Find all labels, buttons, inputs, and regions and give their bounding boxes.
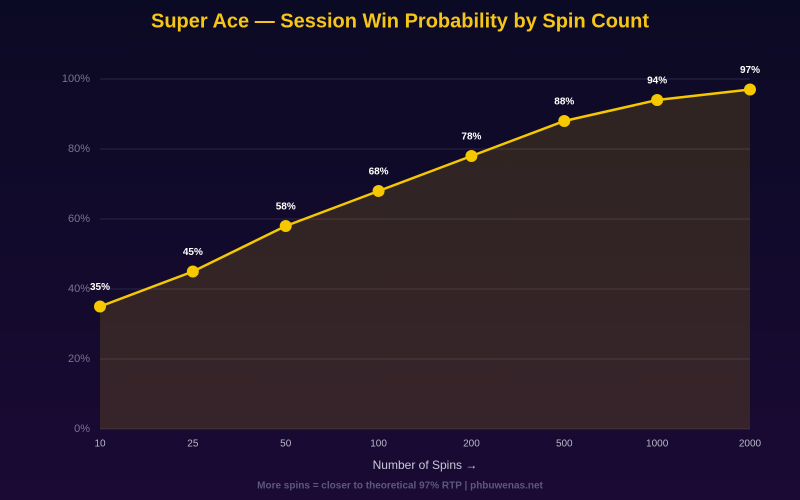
point	[279, 220, 292, 232]
area	[100, 89, 750, 429]
point	[94, 300, 106, 313]
x-tick-label: 50	[280, 439, 292, 450]
x-tick-label: 100	[370, 439, 387, 450]
y-tick-label: 0%	[74, 423, 90, 435]
value-label: 97%	[740, 65, 760, 76]
point	[465, 150, 478, 162]
chart-title: Super Ace — Session Win Probability by S…	[151, 10, 649, 32]
point	[372, 185, 385, 197]
point	[558, 115, 571, 127]
point	[744, 83, 756, 96]
point	[651, 94, 664, 106]
footnote: More spins = closer to theoretical 97% R…	[257, 481, 543, 492]
y-tick-label: 60%	[68, 213, 90, 225]
x-tick-label: 2000	[739, 439, 762, 450]
value-label: 88%	[554, 97, 574, 108]
y-tick-label: 80%	[68, 143, 90, 155]
value-label: 45%	[183, 247, 203, 258]
value-label: 58%	[276, 202, 296, 213]
x-tick-label: 10	[94, 439, 106, 450]
value-label: 68%	[369, 167, 389, 178]
value-label: 78%	[461, 132, 481, 143]
x-axis-label: Number of Spins →	[373, 458, 478, 472]
y-tick-label: 40%	[68, 283, 90, 295]
y-tick-label: 100%	[62, 73, 90, 85]
y-tick-label: 20%	[68, 353, 90, 365]
line	[99, 88, 751, 308]
x-tick-label: 500	[556, 439, 573, 450]
x-tick-label: 25	[187, 439, 199, 450]
x-tick-label: 200	[463, 439, 480, 450]
x-tick-label: 1000	[646, 439, 669, 450]
value-label: 35%	[90, 282, 110, 293]
point	[186, 265, 199, 278]
value-label: 94%	[647, 76, 667, 87]
